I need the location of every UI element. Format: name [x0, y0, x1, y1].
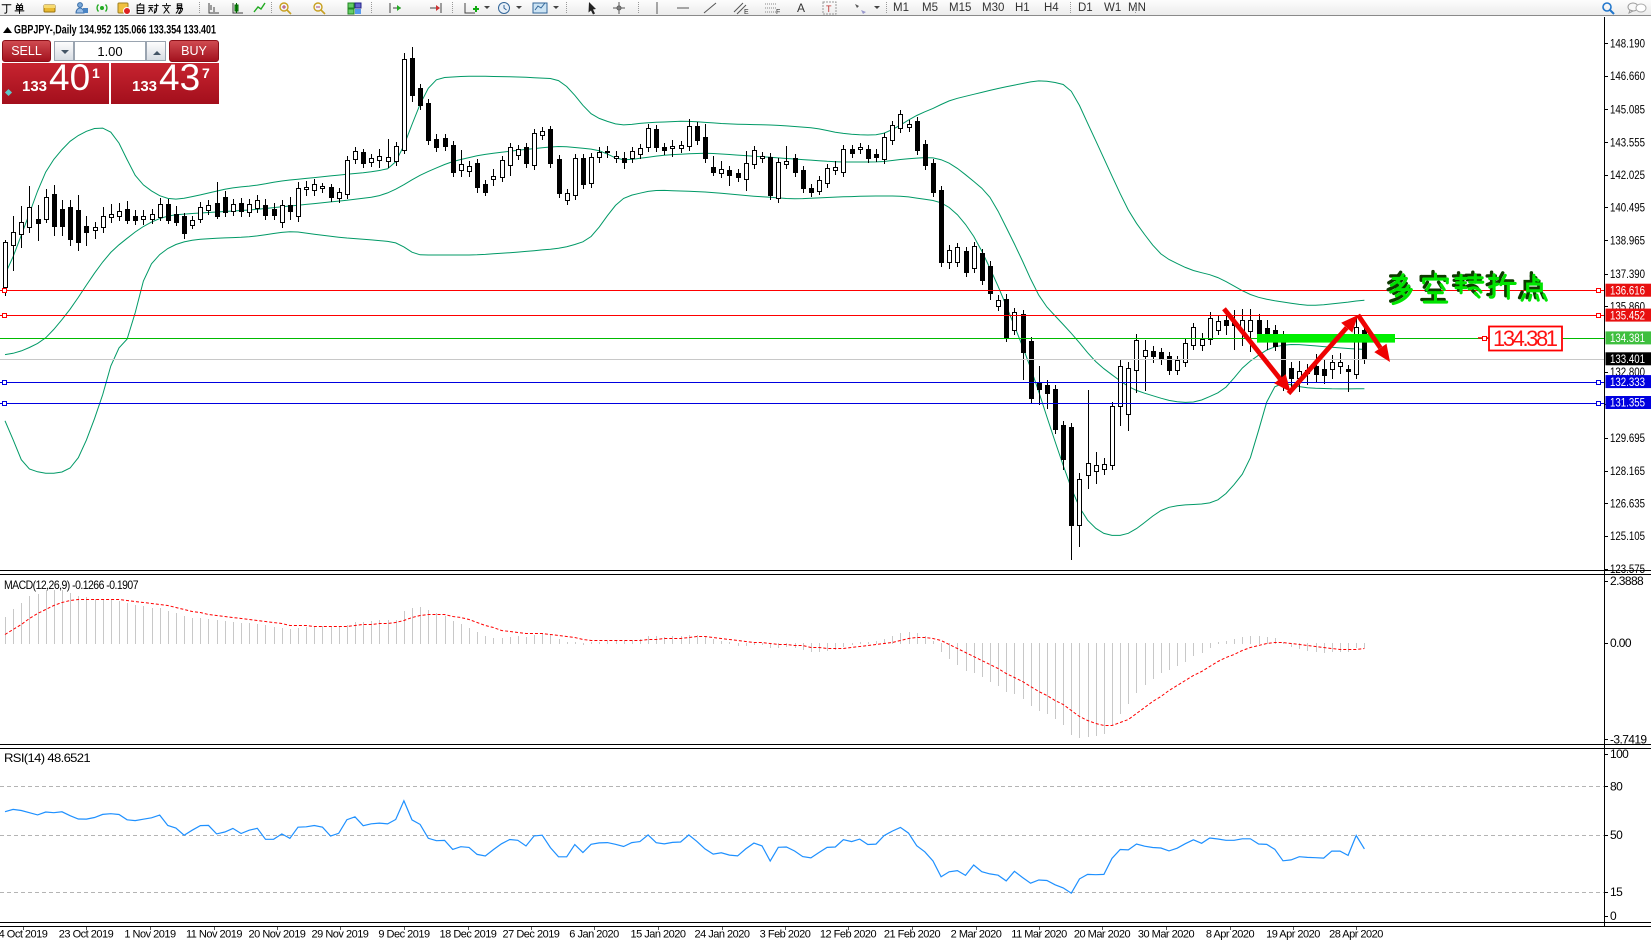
svg-text:133.401: 133.401: [1610, 352, 1645, 366]
svg-text:F: F: [776, 9, 780, 15]
svg-text:15 Jan 2020: 15 Jan 2020: [630, 929, 685, 941]
svg-text:100: 100: [1610, 747, 1629, 761]
svg-text:131.355: 131.355: [1610, 396, 1645, 410]
svg-text:30 Mar 2020: 30 Mar 2020: [1138, 929, 1195, 941]
svg-text:146.660: 146.660: [1610, 69, 1645, 83]
svg-text:145.085: 145.085: [1610, 103, 1645, 117]
svg-text:-3.7419: -3.7419: [1610, 733, 1647, 747]
svg-text:11 Mar 2020: 11 Mar 2020: [1011, 929, 1067, 941]
svg-text:9 Dec 2019: 9 Dec 2019: [378, 929, 430, 941]
svg-text:11 Nov 2019: 11 Nov 2019: [186, 929, 242, 941]
svg-text:123.575: 123.575: [1610, 562, 1645, 576]
svg-text:19 Apr 2020: 19 Apr 2020: [1266, 929, 1320, 941]
svg-text:1 Nov 2019: 1 Nov 2019: [124, 929, 176, 941]
svg-text:2 Mar 2020: 2 Mar 2020: [951, 929, 1002, 941]
svg-text:2.3888: 2.3888: [1610, 574, 1644, 588]
svg-text:8 Apr 2020: 8 Apr 2020: [1206, 929, 1255, 941]
svg-text:126.635: 126.635: [1610, 497, 1645, 511]
svg-text:134.381: 134.381: [1493, 326, 1558, 351]
svg-text:3 Feb 2020: 3 Feb 2020: [760, 929, 811, 941]
svg-text:E: E: [744, 9, 749, 15]
svg-text:140.495: 140.495: [1610, 201, 1645, 215]
svg-text:132.333: 132.333: [1610, 375, 1645, 389]
svg-text:T: T: [826, 4, 832, 14]
svg-text:142.025: 142.025: [1610, 168, 1645, 182]
svg-text:0.00: 0.00: [1610, 636, 1632, 650]
svg-text:12 Feb 2020: 12 Feb 2020: [820, 929, 877, 941]
svg-text:28 Apr 2020: 28 Apr 2020: [1329, 929, 1383, 941]
svg-text:0: 0: [1610, 909, 1617, 923]
svg-text:23 Oct 2019: 23 Oct 2019: [59, 929, 114, 941]
svg-text:136.616: 136.616: [1610, 283, 1645, 297]
svg-text:4 Oct 2019: 4 Oct 2019: [0, 929, 48, 941]
svg-text:15: 15: [1610, 885, 1623, 899]
svg-text:148.190: 148.190: [1610, 36, 1645, 50]
svg-text:20 Nov 2019: 20 Nov 2019: [249, 929, 306, 941]
svg-text:134.381: 134.381: [1610, 331, 1645, 345]
svg-text:129.695: 129.695: [1610, 431, 1645, 445]
svg-text:27 Dec 2019: 27 Dec 2019: [503, 929, 560, 941]
svg-text:6 Jan 2020: 6 Jan 2020: [569, 929, 619, 941]
svg-text:20 Mar 2020: 20 Mar 2020: [1074, 929, 1131, 941]
svg-text:137.390: 137.390: [1610, 267, 1645, 281]
svg-text:29 Nov 2019: 29 Nov 2019: [312, 929, 369, 941]
svg-text:GBPJPY-,Daily 134.952 135.066: GBPJPY-,Daily 134.952 135.066 133.354 13…: [14, 23, 216, 37]
svg-text:80: 80: [1610, 779, 1623, 793]
svg-text:138.965: 138.965: [1610, 233, 1645, 247]
svg-text:50: 50: [1610, 828, 1623, 842]
svg-text:125.105: 125.105: [1610, 529, 1645, 543]
svg-text:135.452: 135.452: [1610, 308, 1645, 322]
svg-text:21 Feb 2020: 21 Feb 2020: [884, 929, 941, 941]
svg-text:128.165: 128.165: [1610, 464, 1645, 478]
svg-text:18 Dec 2019: 18 Dec 2019: [440, 929, 497, 941]
svg-text:143.555: 143.555: [1610, 135, 1645, 149]
svg-text:24 Jan 2020: 24 Jan 2020: [694, 929, 749, 941]
svg-text:RSI(14) 48.6521: RSI(14) 48.6521: [4, 751, 91, 765]
svg-text:MACD(12,26,9) -0.1266 -0.1907: MACD(12,26,9) -0.1266 -0.1907: [4, 578, 139, 592]
